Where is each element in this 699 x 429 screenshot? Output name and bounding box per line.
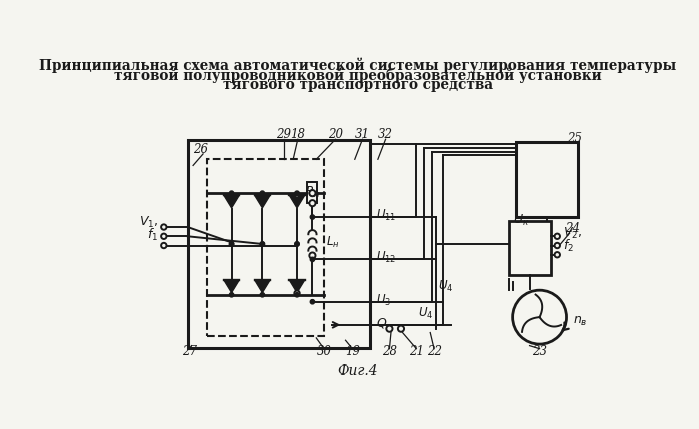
Text: тяговой полупроводниковой преобразовательной установки: тяговой полупроводниковой преобразовател…: [114, 68, 602, 83]
Polygon shape: [254, 280, 270, 293]
Circle shape: [398, 326, 404, 332]
Polygon shape: [254, 195, 270, 208]
Circle shape: [554, 233, 560, 239]
Text: $U_{11}$: $U_{11}$: [375, 208, 396, 223]
Text: $f_1$: $f_1$: [147, 227, 159, 243]
Circle shape: [161, 224, 166, 230]
Circle shape: [554, 252, 560, 257]
Text: 30: 30: [317, 345, 331, 358]
Circle shape: [295, 242, 299, 246]
Bar: [207, 159, 324, 336]
Text: $V_1,$: $V_1,$: [139, 215, 159, 230]
Circle shape: [387, 326, 393, 332]
Circle shape: [310, 190, 315, 196]
Text: 27: 27: [182, 345, 196, 358]
Text: 28: 28: [382, 345, 397, 358]
Text: 25: 25: [567, 132, 582, 145]
Circle shape: [310, 257, 315, 262]
Text: 22: 22: [426, 345, 442, 358]
Bar: [308, 181, 317, 203]
Circle shape: [229, 242, 233, 246]
Text: $n_в$: $n_в$: [572, 314, 587, 327]
Circle shape: [310, 252, 315, 259]
Text: 29: 29: [276, 128, 291, 141]
Bar: [188, 140, 370, 348]
Text: $U_4$: $U_4$: [438, 279, 453, 294]
Polygon shape: [224, 280, 239, 293]
Text: 26: 26: [193, 143, 208, 156]
Circle shape: [294, 290, 300, 296]
Circle shape: [295, 191, 299, 195]
Circle shape: [310, 190, 315, 196]
Circle shape: [310, 215, 315, 219]
Text: $Q$: $Q$: [375, 316, 387, 330]
Bar: [509, 221, 551, 275]
Circle shape: [260, 242, 264, 246]
Text: 24: 24: [565, 222, 580, 235]
Text: Принципиальная схема автоматической системы регулирования температуры: Принципиальная схема автоматической сист…: [39, 57, 677, 73]
Circle shape: [260, 293, 264, 297]
Circle shape: [161, 233, 166, 239]
Circle shape: [229, 191, 233, 195]
Bar: [517, 142, 578, 217]
Text: 32: 32: [378, 128, 393, 141]
Text: 18: 18: [290, 128, 305, 141]
Circle shape: [512, 290, 566, 344]
Text: $U_{12}$: $U_{12}$: [375, 250, 396, 266]
Text: тягового транспортного средства: тягового транспортного средства: [223, 78, 493, 92]
Text: 19: 19: [345, 345, 360, 358]
Text: Фиг.4: Фиг.4: [338, 364, 378, 378]
Polygon shape: [289, 195, 305, 208]
Text: 20: 20: [328, 128, 343, 141]
Text: 23: 23: [532, 345, 547, 358]
Text: 31: 31: [355, 128, 370, 141]
Circle shape: [295, 242, 299, 246]
Circle shape: [294, 192, 300, 197]
Circle shape: [229, 293, 233, 297]
Polygon shape: [289, 280, 305, 293]
Circle shape: [310, 299, 315, 304]
Text: $R_н$: $R_н$: [305, 185, 320, 200]
Circle shape: [260, 191, 264, 195]
Circle shape: [554, 243, 560, 248]
Circle shape: [161, 243, 166, 248]
Circle shape: [295, 293, 299, 297]
Text: $L_н$: $L_н$: [326, 235, 339, 250]
Text: $f_2$: $f_2$: [563, 238, 575, 254]
Circle shape: [229, 242, 233, 246]
Text: $U_3$: $U_3$: [375, 293, 391, 308]
Text: 21: 21: [409, 345, 424, 358]
Text: $U_4$: $U_4$: [418, 306, 433, 321]
Text: $U_к$: $U_к$: [512, 213, 529, 228]
Circle shape: [310, 200, 315, 206]
Circle shape: [260, 242, 264, 246]
Polygon shape: [224, 195, 239, 208]
Text: $V_2,$: $V_2,$: [563, 226, 583, 241]
